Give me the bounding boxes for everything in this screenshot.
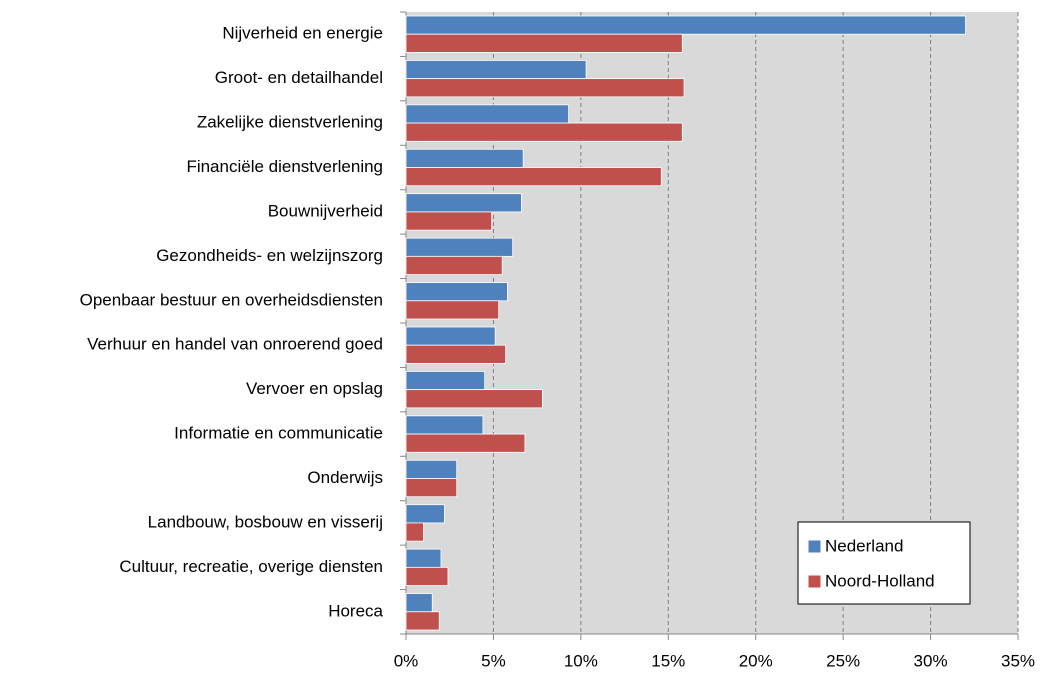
x-tick-label: 20%	[739, 651, 773, 670]
x-tick-label: 15%	[651, 651, 685, 670]
bar	[405, 167, 662, 187]
y-tick-label: Verhuur en handel van onroerend goed	[87, 335, 383, 354]
y-tick-label: Gezondheids- en welzijnszorg	[156, 246, 383, 265]
bar	[405, 611, 440, 631]
y-tick-label: Openbaar bestuur en overheidsdiensten	[80, 290, 383, 309]
legend-swatch	[807, 574, 822, 589]
legend-label: Nederland	[825, 536, 903, 555]
bar	[405, 415, 484, 435]
y-tick-label: Landbouw, bosbouw en visserij	[148, 512, 383, 531]
legend-box	[797, 521, 971, 605]
x-tick-label: 35%	[1001, 651, 1035, 670]
bar	[405, 78, 685, 98]
legend-label: Noord-Holland	[825, 571, 935, 590]
bar	[405, 122, 683, 142]
bar	[405, 255, 503, 275]
y-tick-label: Informatie en communicatie	[174, 424, 383, 443]
bar	[405, 300, 500, 320]
bar	[405, 237, 514, 257]
x-tick-label: 5%	[481, 651, 506, 670]
bar	[405, 593, 433, 613]
bar	[405, 344, 507, 364]
legend-swatch	[807, 539, 822, 554]
bar	[405, 193, 522, 213]
y-tick-label: Financiële dienstverlening	[186, 157, 383, 176]
x-tick-label: 30%	[914, 651, 948, 670]
bar	[405, 478, 458, 498]
bar	[405, 282, 508, 302]
y-tick-label: Bouwnijverheid	[268, 201, 383, 220]
bar	[405, 15, 966, 35]
y-tick-label: Groot- en detailhandel	[215, 68, 383, 87]
y-tick-label: Onderwijs	[307, 468, 383, 487]
bar	[405, 33, 683, 53]
bar	[405, 211, 493, 231]
bar	[405, 433, 526, 453]
bar	[405, 389, 543, 409]
y-tick-label: Horeca	[328, 601, 383, 620]
bar	[405, 148, 524, 168]
bar	[405, 459, 458, 479]
y-tick-label: Zakelijke dienstverlening	[197, 113, 383, 132]
bar	[405, 371, 486, 391]
x-tick-label: 0%	[394, 651, 419, 670]
bar	[405, 326, 496, 346]
x-tick-label: 25%	[826, 651, 860, 670]
bar	[405, 60, 587, 80]
y-tick-label: Vervoer en opslag	[246, 379, 383, 398]
bar	[405, 566, 449, 586]
y-tick-label: Nijverheid en energie	[222, 24, 383, 43]
bar	[405, 104, 570, 124]
bar	[405, 522, 424, 542]
bar	[405, 504, 445, 524]
bar	[405, 548, 442, 568]
y-tick-label: Cultuur, recreatie, overige diensten	[119, 557, 383, 576]
x-tick-label: 10%	[564, 651, 598, 670]
